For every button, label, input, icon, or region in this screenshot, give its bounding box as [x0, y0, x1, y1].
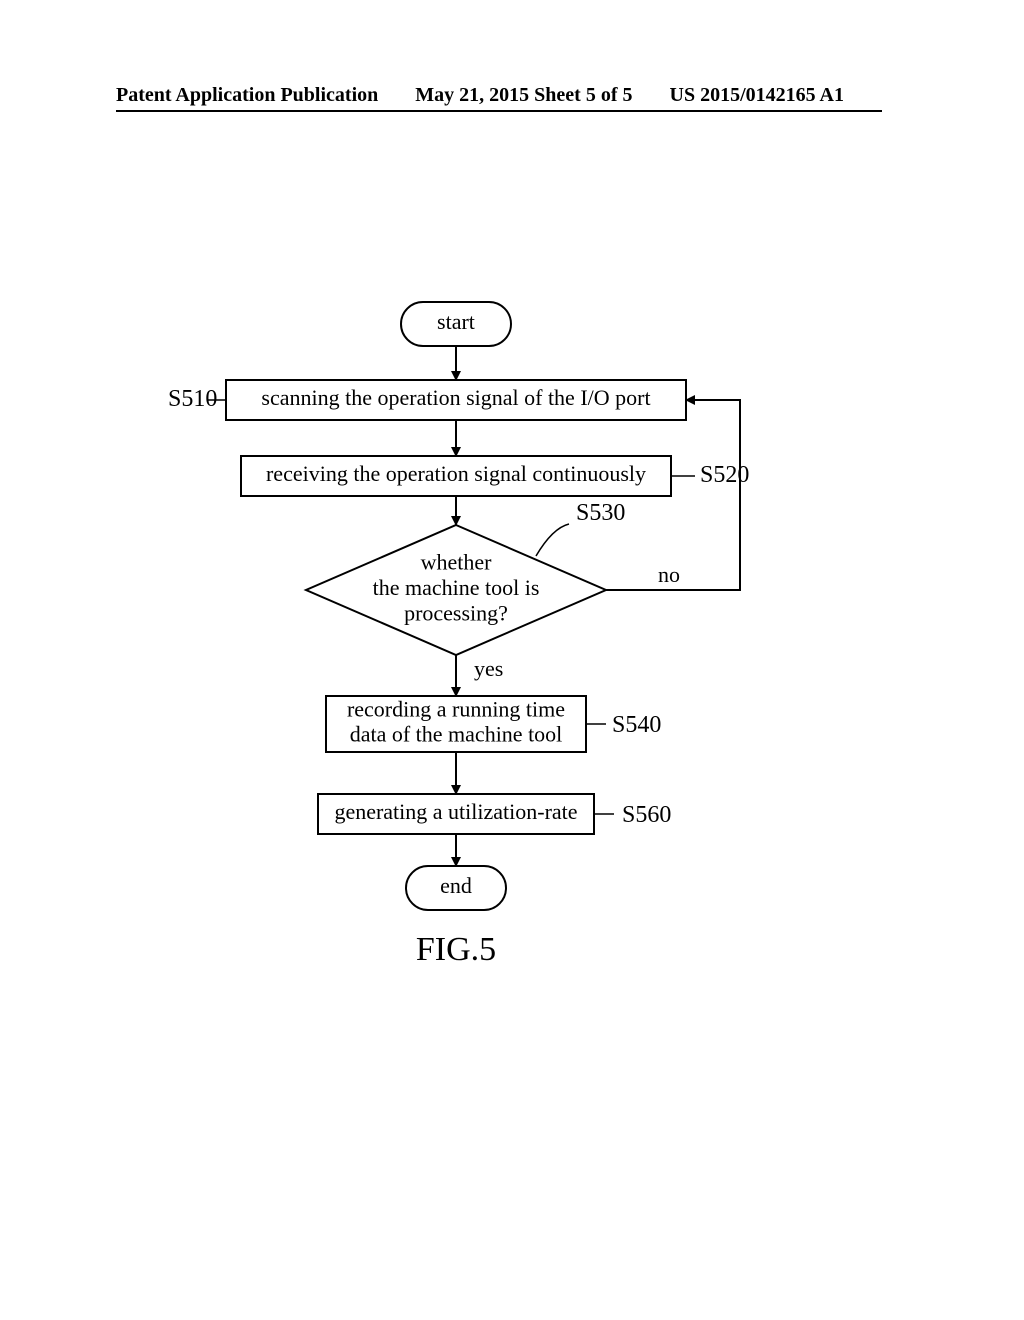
- node-s530: whetherthe machine tool isprocessing?: [306, 525, 606, 655]
- flowchart-svg: start scanning the operation signal of th…: [0, 0, 1024, 1320]
- node-s540: recording a running timedata of the mach…: [326, 696, 586, 752]
- node-s520: receiving the operation signal continuou…: [241, 456, 671, 496]
- edge-label: yes: [474, 656, 503, 681]
- svg-text:the machine tool is: the machine tool is: [373, 575, 540, 600]
- svg-text:end: end: [440, 873, 472, 898]
- svg-text:processing?: processing?: [404, 600, 508, 625]
- node-s560: generating a utilization-rate: [318, 794, 594, 834]
- step-label: S510: [168, 386, 217, 412]
- leader-line: [536, 524, 569, 556]
- step-label: S540: [612, 712, 661, 738]
- step-label: S560: [622, 802, 671, 828]
- node-end: end: [406, 866, 506, 910]
- svg-text:start: start: [437, 309, 475, 334]
- node-start: start: [401, 302, 511, 346]
- svg-text:receiving the operation signal: receiving the operation signal continuou…: [266, 461, 646, 486]
- svg-text:recording a running time: recording a running time: [347, 696, 565, 721]
- svg-text:scanning the operation signal: scanning the operation signal of the I/O…: [261, 385, 650, 410]
- svg-text:whether: whether: [421, 550, 493, 575]
- node-s510: scanning the operation signal of the I/O…: [226, 380, 686, 420]
- svg-text:generating a utilization-rate: generating a utilization-rate: [334, 799, 577, 824]
- step-label: S530: [576, 500, 625, 526]
- page: Patent Application Publication May 21, 2…: [0, 0, 1024, 1320]
- svg-text:data of the machine tool: data of the machine tool: [350, 722, 563, 747]
- figure-label: FIG.5: [416, 931, 496, 968]
- step-label: S520: [700, 462, 749, 488]
- edge-label: no: [658, 562, 680, 587]
